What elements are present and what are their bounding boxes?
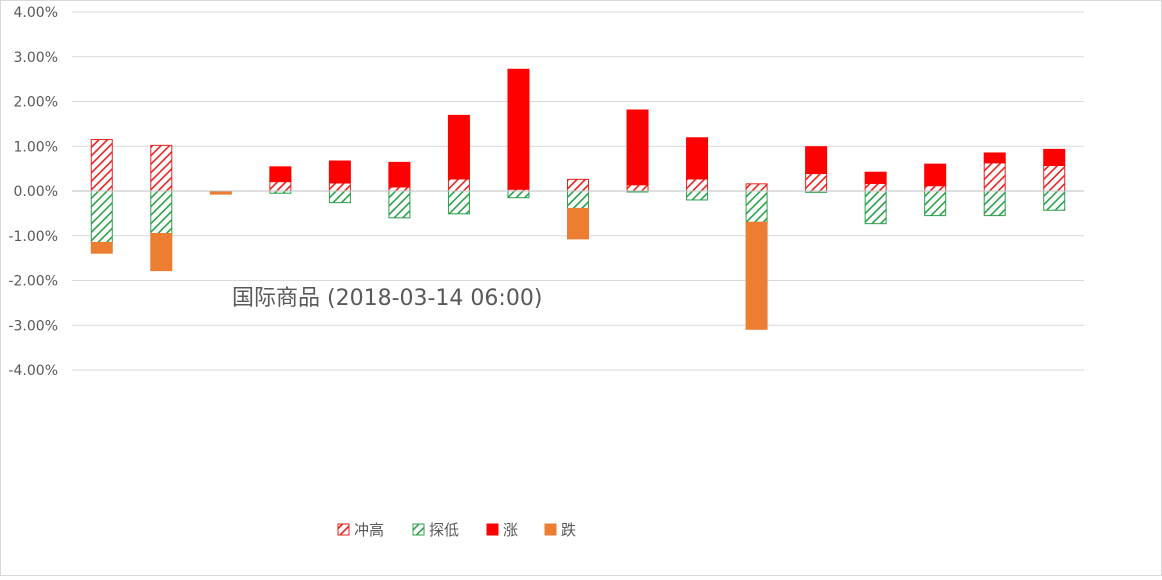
y-tick-label: 1.00%	[14, 139, 58, 155]
bar-low-1	[150, 190, 173, 235]
bar-high-9	[626, 184, 649, 192]
bar-high-5	[388, 186, 411, 192]
bar-high-14	[924, 185, 947, 192]
legend-label-low: 探低	[429, 521, 459, 539]
bar-rise-7	[507, 68, 530, 190]
bar-low-16	[1043, 190, 1066, 211]
bar-rise-16	[1043, 148, 1066, 166]
bar-low-5	[388, 190, 411, 219]
y-tick-label: -2.00%	[8, 274, 58, 290]
bar-low-10	[686, 190, 709, 201]
bar-low-0	[90, 190, 113, 243]
legend-swatch-rise	[486, 523, 499, 536]
bar-rise-5	[388, 161, 411, 188]
bar-high-1	[150, 144, 173, 192]
bar-rise-12	[805, 146, 828, 175]
y-tick-label: 4.00%	[14, 5, 58, 21]
legend: 冲高 探低 涨 跌	[337, 521, 576, 539]
bar-high-16	[1043, 164, 1066, 192]
bar-fall-0	[90, 241, 113, 254]
bar-rise-3	[269, 166, 292, 183]
y-tick-label: 2.00%	[14, 95, 58, 111]
bar-fall-2	[209, 191, 232, 195]
bar-rise-9	[626, 109, 649, 186]
bar-high-6	[447, 178, 470, 192]
bar-rise-4	[328, 160, 351, 184]
y-tick-label: -4.00%	[8, 363, 58, 379]
y-tick-label: 0.00%	[14, 184, 58, 200]
bar-high-10	[686, 178, 709, 192]
bar-low-14	[924, 190, 947, 217]
bar-high-13	[864, 182, 887, 192]
bar-low-11	[745, 190, 768, 223]
bar-fall-11	[745, 221, 768, 330]
y-tick-label: 3.00%	[14, 50, 58, 66]
bar-fall-1	[150, 233, 173, 272]
bar-high-0	[90, 139, 113, 192]
y-tick-label: -1.00%	[8, 229, 58, 245]
chart-title: 国际商品 (2018-03-14 06:00)	[232, 286, 542, 311]
bar-rise-6	[447, 114, 470, 180]
bar-high-11	[745, 183, 768, 192]
legend-swatch-low	[412, 523, 425, 536]
legend-label-rise: 涨	[503, 521, 518, 539]
legend-label-high: 冲高	[354, 521, 384, 539]
legend-swatch-high	[337, 523, 350, 536]
bar-low-6	[447, 190, 470, 215]
bar-fall-8	[567, 207, 589, 240]
bar-low-15	[983, 190, 1006, 217]
bar-rise-10	[686, 137, 709, 180]
y-tick-label: -3.00%	[8, 318, 58, 334]
bar-low-4	[328, 190, 351, 204]
bars	[90, 68, 1066, 330]
bar-low-8	[567, 190, 589, 209]
bar-high-4	[328, 182, 351, 192]
bar-rise-15	[983, 152, 1006, 164]
bar-high-8	[567, 178, 589, 192]
bar-rise-13	[864, 171, 887, 184]
bar-rise-14	[924, 163, 947, 187]
legend-swatch-fall	[544, 523, 557, 536]
bar-high-3	[269, 181, 292, 192]
y-axis-ticks: 4.00% 3.00% 2.00% 1.00% 0.00% -1.00% -2.00% -3.…	[8, 5, 58, 379]
bar-high-12	[805, 173, 828, 192]
legend-label-fall: 跌	[561, 521, 576, 539]
bar-high-15	[983, 162, 1006, 192]
bar-low-13	[864, 190, 887, 225]
bar-low-7	[507, 190, 530, 199]
